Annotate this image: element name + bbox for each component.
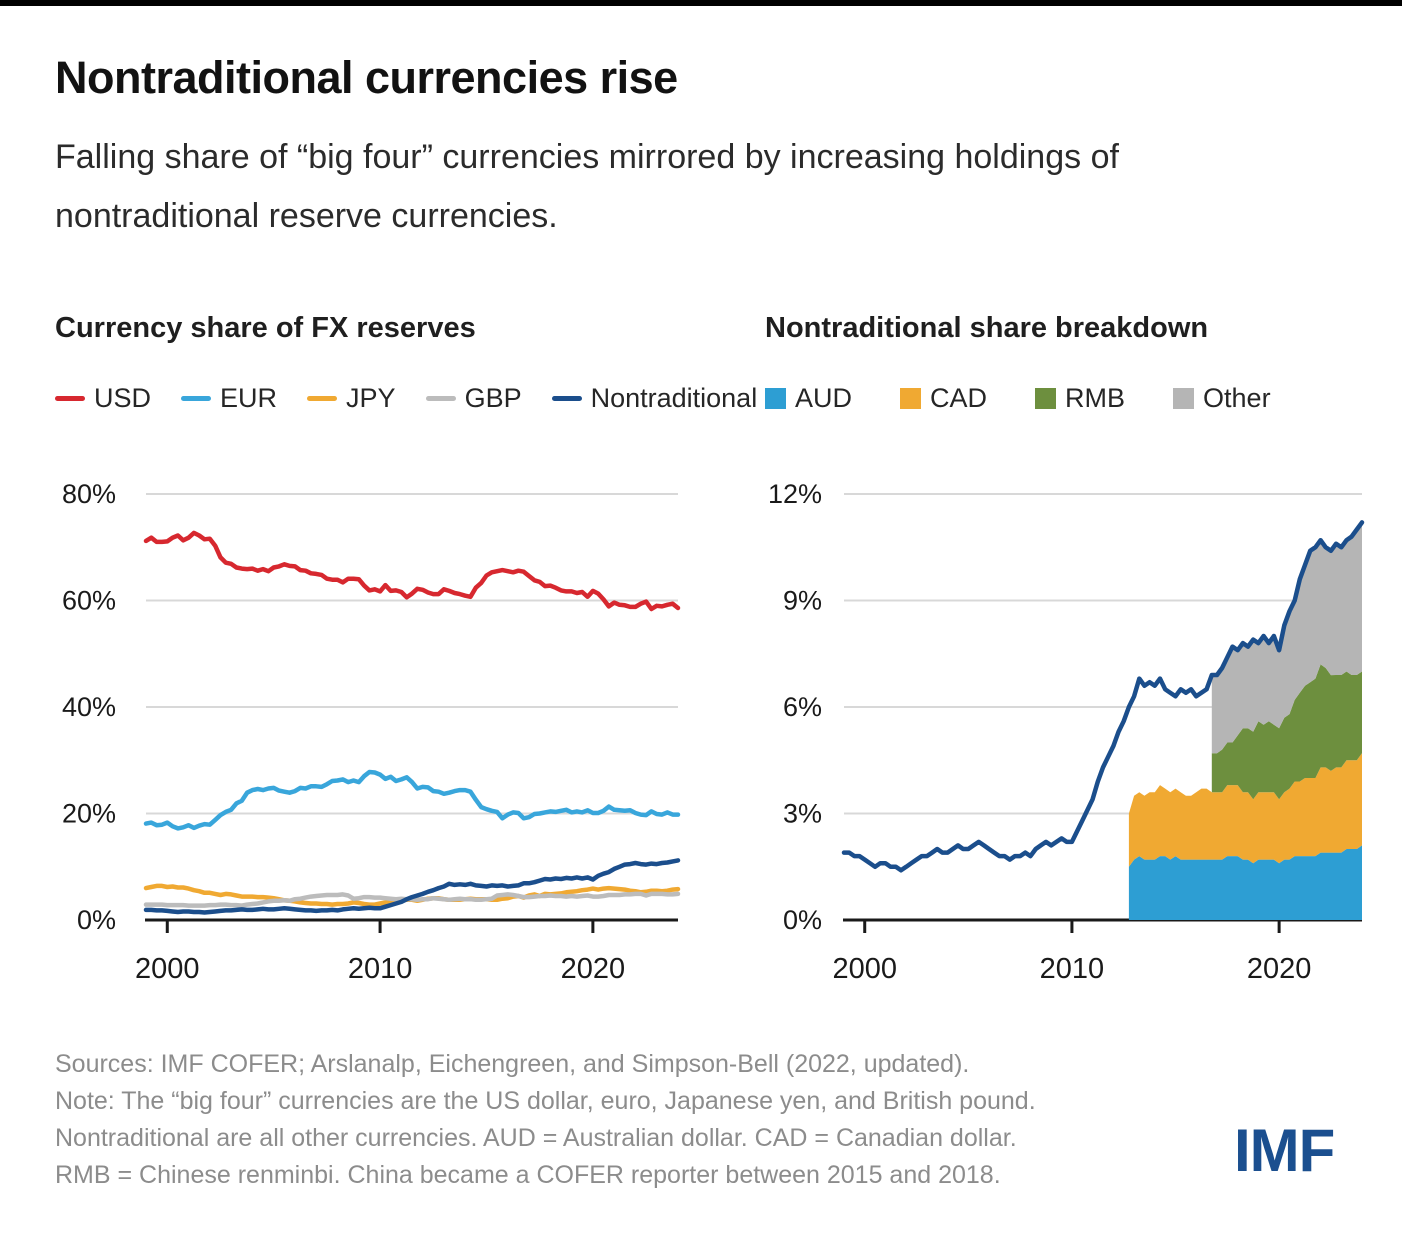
series-line-eur xyxy=(143,769,681,831)
top-border xyxy=(0,0,1402,6)
stacked-area-rmb xyxy=(1211,664,1362,800)
y-tick-label: 9% xyxy=(783,586,822,616)
y-tick-label: 80% xyxy=(62,479,116,509)
y-tick-label: 40% xyxy=(62,692,116,722)
footnote-line-1: Sources: IMF COFER; Arslanalp, Eichengre… xyxy=(55,1050,970,1078)
nontraditional-swatch-icon xyxy=(551,396,582,401)
legend-label: AUD xyxy=(795,383,853,413)
legend-item-aud: AUD xyxy=(765,383,852,414)
legend-item-rmb: RMB xyxy=(1035,383,1125,414)
x-tick-label: 2020 xyxy=(561,953,626,985)
eur-swatch-icon xyxy=(181,396,212,401)
legend-item-nontraditional: Nontraditional xyxy=(551,383,758,414)
page-subtitle: Falling share of “big four” currencies m… xyxy=(55,138,1119,235)
legend-label: JPY xyxy=(346,383,396,413)
footnote-line-3: Nontraditional are all other currencies.… xyxy=(55,1124,1017,1152)
series-line-nontraditional xyxy=(143,858,681,915)
stacked-area-aud xyxy=(1128,845,1362,920)
usd-swatch-icon xyxy=(55,396,85,401)
x-tick-label: 2000 xyxy=(135,953,200,985)
legend-item-eur: EUR xyxy=(181,383,277,414)
legend-item-cad: CAD xyxy=(900,383,987,414)
stacked-area-other xyxy=(1211,522,1362,754)
y-tick-label: 12% xyxy=(768,479,822,509)
rmb-swatch-icon xyxy=(1035,388,1057,409)
series-line-usd xyxy=(143,530,681,612)
legend-label: GBP xyxy=(464,383,522,413)
nontraditional-breakdown-chart: 0% 3% 6% 9% 12% 2000 2010 2020 xyxy=(768,479,1365,985)
left-chart-legend: USD EUR JPY GBP Nontraditional xyxy=(55,383,757,414)
y-tick-label: 3% xyxy=(783,799,822,829)
imf-logo: IMF xyxy=(1234,1117,1335,1184)
x-tick-label: 2010 xyxy=(348,953,413,985)
legend-item-jpy: JPY xyxy=(307,383,396,414)
legend-label: Nontraditional xyxy=(590,383,758,413)
legend-label: CAD xyxy=(930,383,988,413)
fx-reserves-line-chart: 0% 20% 40% 60% 80% 2000 2010 2020 xyxy=(62,479,681,985)
nontraditional-total-line xyxy=(841,520,1365,873)
legend-item-gbp: GBP xyxy=(425,383,522,414)
x-tick-label: 2020 xyxy=(1247,953,1312,985)
right-chart-title: Nontraditional share breakdown xyxy=(765,312,1209,344)
legend-label: USD xyxy=(94,383,152,413)
y-tick-label: 0% xyxy=(783,905,822,935)
right-chart-legend: AUD CAD RMB Other xyxy=(765,383,1271,414)
cad-swatch-icon xyxy=(900,388,922,409)
legend-item-usd: USD xyxy=(55,383,151,414)
x-tick-label: 2010 xyxy=(1040,953,1105,985)
y-tick-label: 20% xyxy=(62,799,116,829)
footnote-line-4: RMB = Chinese renminbi. China became a C… xyxy=(55,1161,1001,1189)
footnotes: Sources: IMF COFER; Arslanalp, Eichengre… xyxy=(55,1046,1036,1194)
page-title: Nontraditional currencies rise xyxy=(55,52,678,103)
other-swatch-icon xyxy=(1173,388,1195,409)
legend-label: EUR xyxy=(220,383,278,413)
stacked-area-cad xyxy=(1128,753,1362,867)
jpy-swatch-icon xyxy=(307,396,338,401)
legend-label: RMB xyxy=(1065,383,1126,413)
footnote-line-2: Note: The “big four” currencies are the … xyxy=(55,1087,1036,1115)
y-tick-label: 60% xyxy=(62,586,116,616)
gbp-swatch-icon xyxy=(425,396,456,401)
aud-swatch-icon xyxy=(765,388,786,409)
legend-item-other: Other xyxy=(1173,383,1271,414)
legend-label: Other xyxy=(1203,383,1271,413)
y-tick-label: 6% xyxy=(783,692,822,722)
x-tick-label: 2000 xyxy=(832,953,897,985)
y-tick-label: 0% xyxy=(77,905,116,935)
left-chart-title: Currency share of FX reserves xyxy=(55,312,476,344)
